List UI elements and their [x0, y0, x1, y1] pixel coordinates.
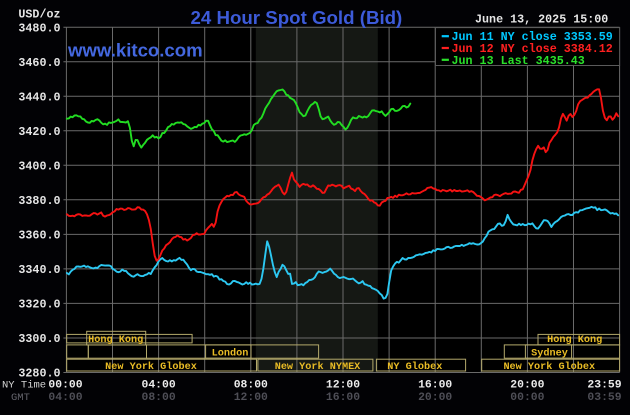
- svg-text:3460.0: 3460.0: [18, 56, 60, 70]
- svg-text:3300.0: 3300.0: [18, 332, 60, 346]
- svg-text:London: London: [212, 348, 249, 360]
- svg-text:03:59: 03:59: [587, 392, 621, 404]
- svg-text:24 Hour Spot Gold (Bid): 24 Hour Spot Gold (Bid): [191, 7, 403, 28]
- svg-text:00:00: 00:00: [48, 379, 82, 391]
- svg-text:00:00: 00:00: [510, 392, 544, 404]
- svg-text:16:00: 16:00: [326, 392, 360, 404]
- svg-text:Jun 13 Last 3435.43: Jun 13 Last 3435.43: [452, 54, 585, 68]
- svg-text:16:00: 16:00: [418, 379, 452, 391]
- svg-text:20:00: 20:00: [418, 392, 452, 404]
- svg-text:New York NYMEX: New York NYMEX: [275, 361, 361, 373]
- svg-text:23:59: 23:59: [587, 379, 621, 391]
- svg-text:New York Globex: New York Globex: [503, 361, 595, 373]
- svg-text:3320.0: 3320.0: [18, 298, 60, 312]
- svg-text:3360.0: 3360.0: [18, 229, 60, 243]
- svg-text:12:00: 12:00: [326, 379, 360, 391]
- svg-text:3480.0: 3480.0: [18, 21, 60, 35]
- svg-text:04:00: 04:00: [142, 379, 176, 391]
- svg-text:3380.0: 3380.0: [18, 194, 60, 208]
- svg-text:June 13, 2025 15:00: June 13, 2025 15:00: [475, 13, 608, 27]
- svg-text:Hong Kong: Hong Kong: [88, 335, 143, 346]
- svg-text:NY Time: NY Time: [2, 380, 46, 392]
- svg-text:www.kitco.com: www.kitco.com: [67, 40, 203, 61]
- svg-text:3400.0: 3400.0: [18, 160, 60, 174]
- svg-text:NY Globex: NY Globex: [387, 361, 442, 373]
- svg-text:GMT: GMT: [11, 392, 30, 404]
- svg-text:08:00: 08:00: [142, 392, 176, 404]
- svg-text:3280.0: 3280.0: [18, 367, 60, 381]
- svg-text:Jun 12 NY close 3384.12: Jun 12 NY close 3384.12: [452, 42, 613, 56]
- svg-text:Sydney: Sydney: [531, 348, 568, 360]
- svg-text:Hong Kong: Hong Kong: [547, 335, 602, 346]
- svg-text:Jun 11 NY close 3353.59: Jun 11 NY close 3353.59: [452, 30, 613, 44]
- svg-text:04:00: 04:00: [48, 392, 82, 404]
- svg-text:3440.0: 3440.0: [18, 91, 60, 105]
- svg-text:New York Globex: New York Globex: [105, 361, 197, 373]
- svg-text:12:00: 12:00: [234, 392, 268, 404]
- svg-text:08:00: 08:00: [234, 379, 268, 391]
- svg-text:3340.0: 3340.0: [18, 263, 60, 277]
- svg-text:USD/oz: USD/oz: [18, 7, 60, 21]
- svg-text:3420.0: 3420.0: [18, 125, 60, 139]
- svg-text:20:00: 20:00: [510, 379, 544, 391]
